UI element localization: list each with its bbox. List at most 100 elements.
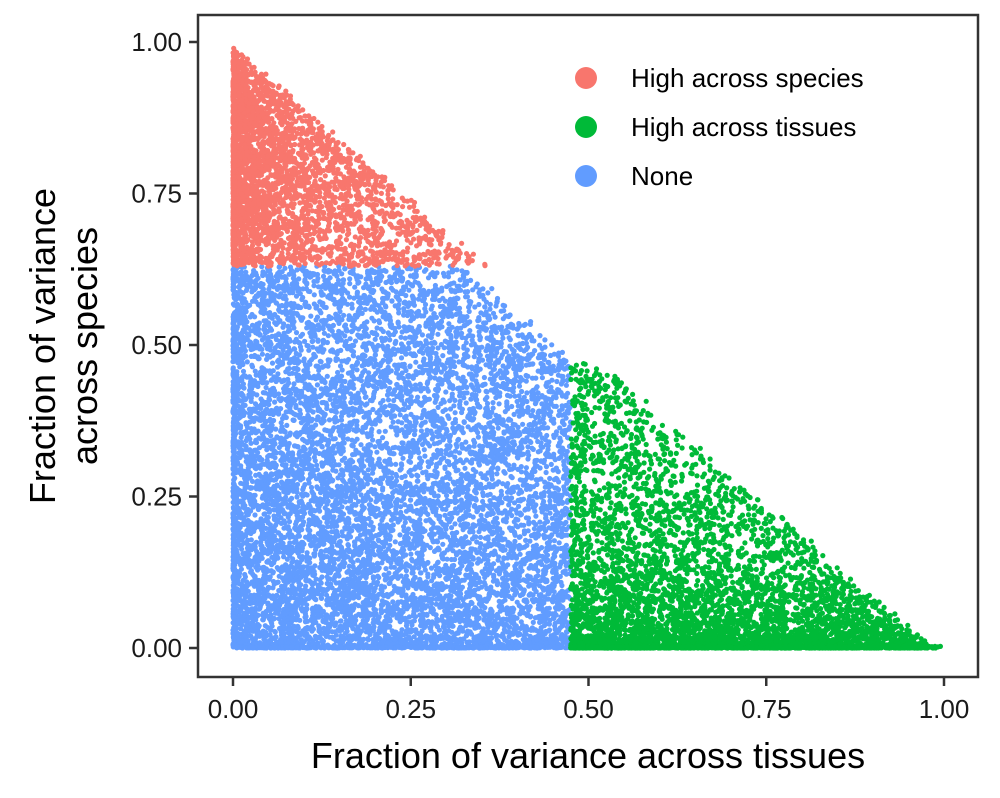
point — [345, 356, 352, 363]
point — [563, 382, 570, 388]
point — [539, 435, 545, 441]
point — [447, 368, 453, 374]
point — [444, 492, 450, 499]
point — [313, 476, 319, 482]
point — [533, 375, 539, 381]
point — [476, 329, 482, 335]
point — [447, 406, 454, 412]
point — [339, 504, 345, 510]
point — [530, 408, 536, 414]
point — [523, 465, 530, 471]
point — [546, 359, 552, 366]
point — [393, 509, 399, 515]
point — [537, 519, 543, 525]
point — [467, 328, 473, 334]
point — [382, 404, 388, 410]
point — [319, 292, 325, 298]
point — [427, 545, 433, 551]
point — [283, 494, 289, 500]
point — [392, 340, 398, 346]
point — [548, 461, 554, 467]
point — [531, 519, 537, 526]
point — [305, 343, 311, 349]
point — [415, 473, 421, 479]
point — [338, 413, 345, 419]
point — [399, 269, 405, 275]
point — [466, 639, 472, 645]
point — [396, 324, 402, 330]
point — [468, 396, 474, 402]
point — [240, 403, 246, 409]
point — [512, 538, 518, 544]
point — [331, 443, 337, 449]
point — [319, 574, 325, 580]
point — [477, 534, 484, 541]
point — [473, 392, 479, 398]
point — [438, 319, 445, 325]
point — [512, 393, 518, 399]
point — [271, 525, 277, 531]
point — [407, 497, 414, 503]
point — [547, 475, 553, 482]
point — [326, 417, 333, 423]
point — [368, 519, 374, 525]
point — [468, 277, 474, 283]
point — [393, 461, 399, 467]
point — [471, 437, 477, 443]
point — [412, 427, 418, 433]
point — [523, 372, 529, 379]
point — [515, 344, 522, 350]
point — [494, 350, 500, 356]
point — [475, 560, 481, 566]
point — [468, 599, 474, 606]
point — [559, 403, 565, 409]
point — [337, 432, 343, 438]
point — [542, 337, 548, 343]
point — [395, 319, 401, 325]
point — [304, 550, 310, 556]
point — [521, 322, 527, 328]
point — [551, 538, 558, 544]
point — [408, 551, 414, 557]
point — [505, 329, 511, 335]
point — [287, 264, 294, 270]
point — [349, 305, 355, 311]
point — [502, 569, 509, 576]
point — [471, 410, 477, 416]
point — [252, 368, 258, 374]
point — [541, 425, 547, 431]
point — [517, 578, 523, 584]
point — [463, 335, 469, 341]
point — [402, 502, 408, 508]
point — [388, 424, 394, 430]
point — [379, 444, 385, 450]
point — [409, 556, 415, 563]
point — [530, 619, 536, 626]
point — [424, 427, 430, 433]
point — [469, 536, 476, 542]
point — [440, 353, 446, 359]
point — [425, 275, 432, 281]
point — [524, 390, 530, 396]
point — [339, 477, 345, 483]
point — [372, 336, 378, 342]
point — [398, 466, 404, 472]
point — [450, 420, 456, 426]
point — [500, 481, 506, 487]
point — [389, 484, 395, 490]
point — [494, 592, 500, 598]
point — [302, 606, 309, 612]
point — [363, 281, 369, 287]
point — [494, 298, 500, 304]
point — [517, 367, 523, 373]
point — [238, 390, 245, 396]
point — [425, 345, 431, 352]
point — [428, 526, 434, 533]
point — [286, 336, 292, 342]
point — [519, 388, 525, 395]
point — [448, 525, 455, 531]
point — [422, 301, 429, 308]
point — [402, 335, 408, 341]
point — [537, 333, 543, 339]
point — [496, 479, 502, 485]
